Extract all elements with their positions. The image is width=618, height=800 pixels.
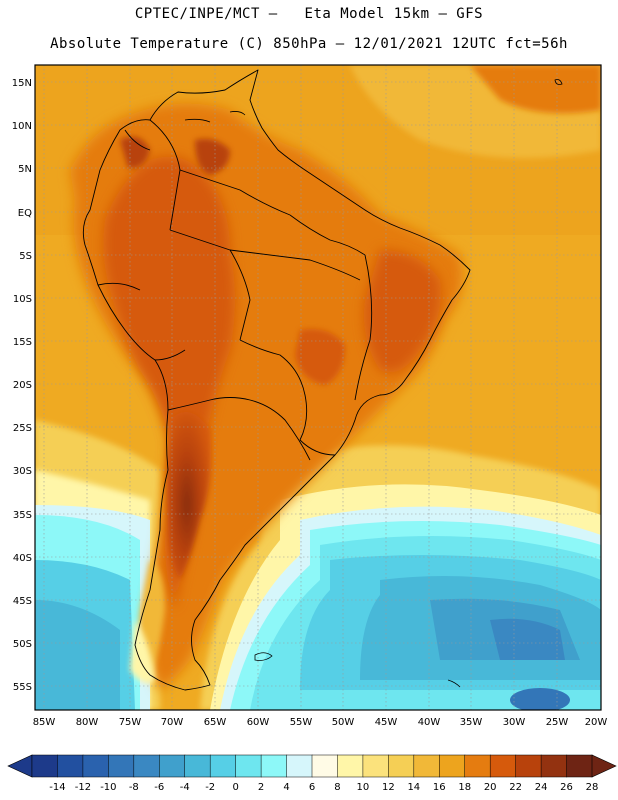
lon-label: 35W (460, 717, 483, 728)
colorbar-swatch (82, 754, 109, 778)
colorbar-tick-label: 8 (334, 782, 340, 793)
lon-label: 30W (503, 717, 526, 728)
colorbar-swatch (235, 754, 262, 778)
islands (184, 79, 563, 688)
colorbar-swatch (515, 754, 542, 778)
colorbar-swatch (184, 754, 211, 778)
colorbar-swatch (540, 754, 568, 778)
colorbar-tick-label: 2 (258, 782, 264, 793)
lat-label: 50S (13, 639, 32, 650)
colorbar-swatch (31, 754, 59, 778)
colorbar-swatch (337, 754, 364, 778)
colorbar-tick-label: 16 (433, 782, 446, 793)
colorbar-tick-label: 26 (560, 782, 573, 793)
longitude-axis: 85W 80W 75W 70W 65W 60W 55W 50W 45W 40W … (33, 717, 608, 728)
temperature-field (35, 65, 601, 710)
lat-label: 55S (13, 682, 32, 693)
lat-label: 5S (19, 251, 32, 262)
lon-label: 25W (546, 717, 569, 728)
colorbar: -14 -12 -10 -8 -6 -4 -2 0 2 4 6 8 10 12 14 16 18 20 22 24 26… (7, 754, 617, 793)
lon-label: 45W (375, 717, 398, 728)
colorbar-tick-label: 28 (586, 782, 599, 793)
lon-label: 80W (76, 717, 99, 728)
colorbar-swatch (260, 754, 288, 778)
lat-label: 15N (12, 78, 32, 89)
lat-label: 10S (13, 294, 32, 305)
colorbar-swatch (159, 754, 186, 778)
colorbar-tick-label: 0 (232, 782, 238, 793)
colorbar-tick-label: 12 (382, 782, 395, 793)
lat-label: 25S (13, 423, 32, 434)
lon-label: 50W (332, 717, 355, 728)
colorbar-swatch (566, 754, 593, 778)
colorbar-tick-label: -8 (129, 782, 139, 793)
colorbar-swatch (413, 754, 440, 778)
colorbar-swatch (489, 754, 517, 778)
coastlines-and-borders (82, 69, 471, 691)
lon-label: 20W (585, 717, 608, 728)
map-title-line-1: CPTEC/INPE/MCT – Eta Model 15km – GFS (134, 6, 484, 22)
colorbar-swatch (286, 754, 313, 778)
lat-label: EQ (18, 208, 32, 219)
lat-label: 5N (18, 164, 32, 175)
colorbar-tick-label: -2 (205, 782, 215, 793)
lon-label: 60W (247, 717, 270, 728)
lat-label: 15S (13, 337, 32, 348)
colorbar-min-arrow (7, 754, 33, 778)
colorbar-tick-label: 24 (535, 782, 548, 793)
colorbar-swatch (57, 754, 84, 778)
colorbar-swatch (439, 754, 466, 778)
lon-label: 75W (119, 717, 142, 728)
graticule (35, 65, 601, 710)
colorbar-tick-label: 4 (283, 782, 289, 793)
lat-label: 10N (12, 121, 32, 132)
colorbar-tick-label: -10 (100, 782, 116, 793)
latitude-axis: 15N 10N 5N EQ 5S 10S 15S 20S 25S 30S 35S… (12, 78, 32, 693)
lat-label: 45S (13, 596, 32, 607)
colorbar-swatch (388, 754, 415, 778)
colorbar-tick-label: 20 (484, 782, 497, 793)
map-frame (34, 64, 602, 711)
lon-label: 85W (33, 717, 56, 728)
colorbar-swatch (133, 754, 160, 778)
colorbar-tick-label: 22 (509, 782, 522, 793)
lon-label: 40W (418, 717, 441, 728)
colorbar-tick-label: -6 (154, 782, 164, 793)
colorbar-tick-label: -14 (49, 782, 65, 793)
colorbar-swatch (108, 754, 135, 778)
lat-label: 20S (13, 380, 32, 391)
colorbar-swatch (311, 754, 339, 778)
colorbar-tick-label: 6 (309, 782, 315, 793)
lat-label: 35S (13, 510, 32, 521)
colorbar-tick-label: 10 (357, 782, 370, 793)
lon-label: 70W (161, 717, 184, 728)
colorbar-swatch (362, 754, 389, 778)
colorbar-tick-label: -12 (75, 782, 91, 793)
colorbar-max-arrow (591, 754, 617, 778)
map-title-line-2: Absolute Temperature (C) 850hPa – 12/01/… (50, 36, 568, 52)
colorbar-tick-label: -4 (180, 782, 190, 793)
lat-label: 40S (13, 553, 32, 564)
lon-label: 65W (204, 717, 227, 728)
colorbar-swatch (209, 754, 237, 778)
colorbar-swatch (464, 754, 491, 778)
lon-label: 55W (290, 717, 313, 728)
lat-label: 30S (13, 466, 32, 477)
colorbar-tick-label: 14 (407, 782, 420, 793)
colorbar-tick-label: 18 (458, 782, 471, 793)
